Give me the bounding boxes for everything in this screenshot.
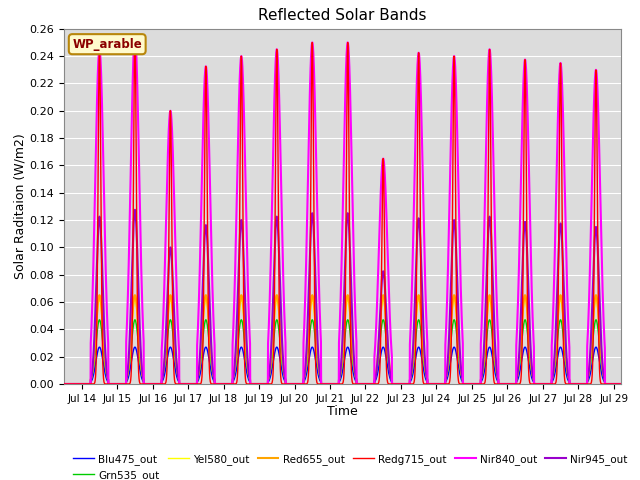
X-axis label: Time: Time	[327, 405, 358, 418]
Title: Reflected Solar Bands: Reflected Solar Bands	[258, 9, 427, 24]
Y-axis label: Solar Raditaion (W/m2): Solar Raditaion (W/m2)	[13, 133, 27, 279]
Text: WP_arable: WP_arable	[72, 37, 142, 51]
Legend: Blu475_out, Grn535_out, Yel580_out, Red655_out, Redg715_out, Nir840_out, Nir945_: Blu475_out, Grn535_out, Yel580_out, Red6…	[69, 450, 632, 480]
